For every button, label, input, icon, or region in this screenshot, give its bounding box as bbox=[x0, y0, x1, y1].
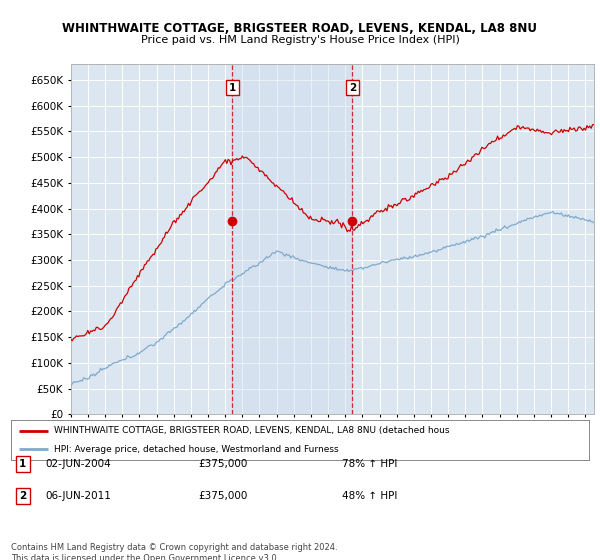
Text: WHINTHWAITE COTTAGE, BRIGSTEER ROAD, LEVENS, KENDAL, LA8 8NU (detached hous: WHINTHWAITE COTTAGE, BRIGSTEER ROAD, LEV… bbox=[54, 426, 449, 435]
Bar bbox=[232, 64, 352, 414]
Text: 48% ↑ HPI: 48% ↑ HPI bbox=[342, 491, 397, 501]
Text: 2: 2 bbox=[19, 491, 26, 501]
Text: Price paid vs. HM Land Registry's House Price Index (HPI): Price paid vs. HM Land Registry's House … bbox=[140, 35, 460, 45]
Text: £375,000: £375,000 bbox=[198, 491, 247, 501]
Text: 02-JUN-2004: 02-JUN-2004 bbox=[45, 459, 111, 469]
Text: 1: 1 bbox=[229, 82, 236, 92]
Text: Contains HM Land Registry data © Crown copyright and database right 2024.
This d: Contains HM Land Registry data © Crown c… bbox=[11, 543, 337, 560]
Text: 06-JUN-2011: 06-JUN-2011 bbox=[45, 491, 111, 501]
Text: £375,000: £375,000 bbox=[198, 459, 247, 469]
Text: 1: 1 bbox=[19, 459, 26, 469]
Text: 2: 2 bbox=[349, 82, 356, 92]
Text: HPI: Average price, detached house, Westmorland and Furness: HPI: Average price, detached house, West… bbox=[54, 445, 339, 454]
Text: 78% ↑ HPI: 78% ↑ HPI bbox=[342, 459, 397, 469]
Text: WHINTHWAITE COTTAGE, BRIGSTEER ROAD, LEVENS, KENDAL, LA8 8NU: WHINTHWAITE COTTAGE, BRIGSTEER ROAD, LEV… bbox=[62, 22, 538, 35]
